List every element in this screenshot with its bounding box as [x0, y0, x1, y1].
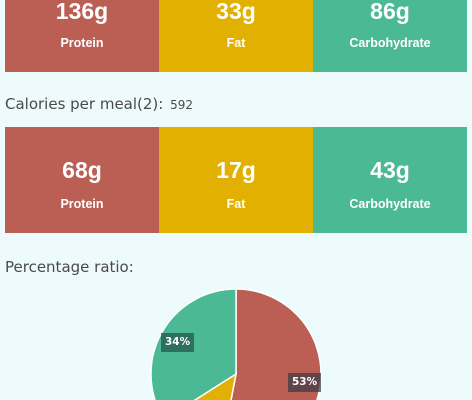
daily-protein-value: 136g [55, 0, 109, 24]
calories-value: 592 [170, 98, 194, 112]
percentage-ratio-heading: Percentage ratio: [5, 258, 134, 276]
daily-fat-label: Fat [226, 36, 246, 50]
meal-carbohydrate-label: Carbohydrate [349, 197, 431, 211]
meal-fat-value: 17g [216, 157, 256, 183]
pie-label-protein: 53% [288, 373, 322, 392]
pie-svg [150, 288, 322, 400]
calories-label: Calories per meal(2): [5, 95, 164, 113]
meal-fat-tile: 17g Fat [159, 127, 313, 233]
meal-fat-label: Fat [226, 197, 246, 211]
daily-protein-tile: 136g Protein [5, 0, 159, 72]
per-meal-macros-row: 68g Protein 17g Fat 43g Carbohydrate [5, 127, 467, 233]
meal-carbohydrate-value: 43g [370, 157, 410, 183]
pie-slice-fat [193, 372, 238, 400]
meal-protein-value: 68g [62, 157, 102, 183]
macro-pie-chart [150, 288, 322, 400]
daily-carbohydrate-label: Carbohydrate [349, 36, 431, 50]
meal-protein-tile: 68g Protein [5, 127, 159, 233]
daily-macros-row: 136g Protein 33g Fat 86g Carbohydrate [5, 0, 467, 72]
meal-carbohydrate-tile: 43g Carbohydrate [313, 127, 467, 233]
daily-fat-tile: 33g Fat [159, 0, 313, 72]
daily-carbohydrate-value: 86g [370, 0, 410, 24]
daily-fat-value: 33g [216, 0, 256, 24]
pie-label-carbohydrate: 34% [161, 333, 195, 352]
calories-per-meal: Calories per meal(2): 592 [5, 94, 193, 115]
daily-protein-label: Protein [60, 36, 104, 50]
meal-protein-label: Protein [60, 197, 104, 211]
daily-carbohydrate-tile: 86g Carbohydrate [313, 0, 467, 72]
